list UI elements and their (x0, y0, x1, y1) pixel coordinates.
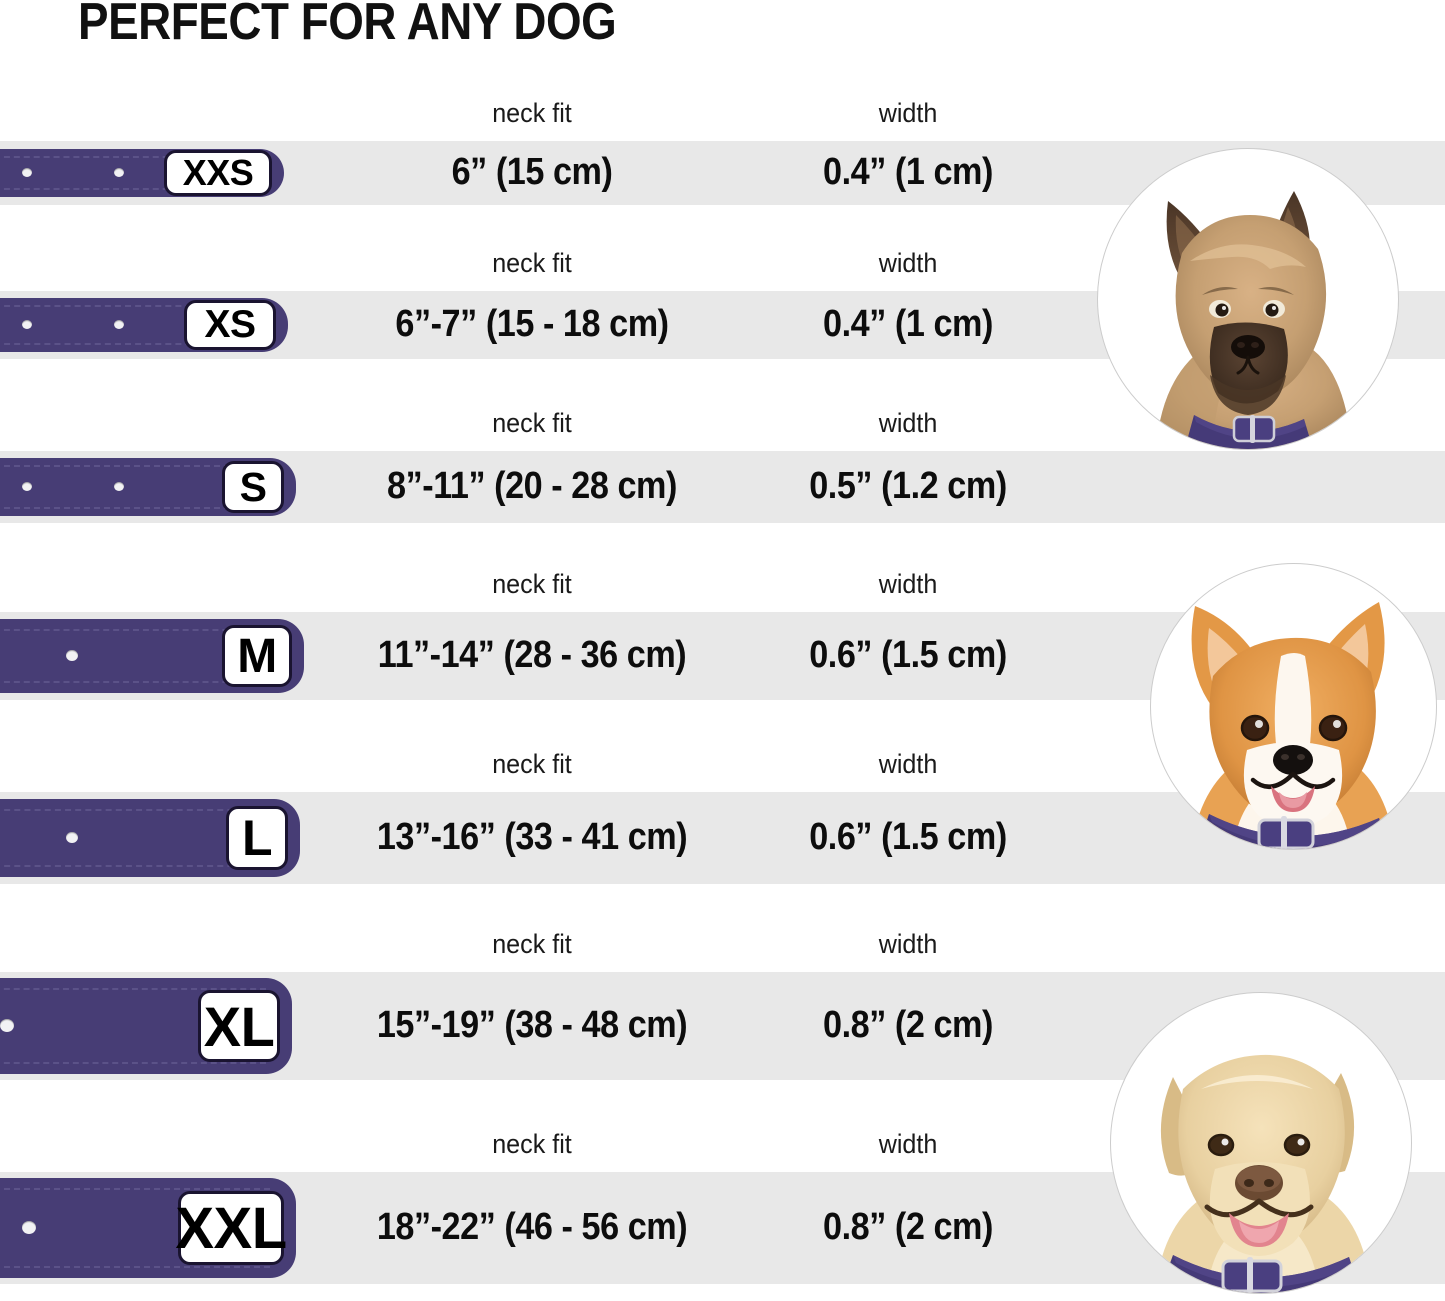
width-value: 0.4” (1 cm) (823, 151, 993, 193)
neck-fit-value: 18”-22” (46 - 56 cm) (376, 1206, 688, 1248)
neck-fit-column-header: neck fit (492, 248, 572, 278)
size-badge-xs: XS (184, 300, 276, 350)
width-value: 0.8” (2 cm) (823, 1206, 993, 1248)
dog-photo-cairn-terrier (1097, 148, 1399, 450)
collar-eyelet-hole (114, 482, 124, 491)
collar-eyelet-hole (114, 168, 124, 177)
size-badge-xl: XL (198, 990, 280, 1062)
width-column-header: width (878, 929, 938, 959)
neck-fit-value: 11”-14” (28 - 36 cm) (377, 634, 687, 676)
neck-fit-column-header: neck fit (492, 1129, 572, 1159)
width-column-header: width (878, 1129, 938, 1159)
collar-eyelet-hole (22, 168, 32, 177)
width-value: 0.8” (2 cm) (823, 1004, 993, 1046)
size-badge-m: M (222, 625, 292, 687)
neck-fit-column-header: neck fit (492, 749, 572, 779)
width-column-header: width (878, 408, 938, 438)
dog-photo-labrador (1110, 992, 1412, 1294)
page-title: PERFECT FOR ANY DOG (78, 0, 617, 51)
neck-fit-value: 6” (15 cm) (451, 151, 613, 193)
width-value: 0.5” (1.2 cm) (809, 465, 1007, 507)
width-value: 0.4” (1 cm) (823, 303, 993, 345)
width-value: 0.6” (1.5 cm) (809, 634, 1007, 676)
neck-fit-value: 8”-11” (20 - 28 cm) (387, 465, 677, 507)
neck-fit-value: 15”-19” (38 - 48 cm) (376, 1004, 688, 1046)
size-badge-xxl: XXL (175, 1191, 287, 1265)
collar-eyelet-hole (0, 1019, 14, 1032)
neck-fit-column-header: neck fit (492, 929, 572, 959)
neck-fit-column-header: neck fit (492, 569, 572, 599)
neck-fit-column-header: neck fit (492, 408, 572, 438)
neck-fit-value: 6”-7” (15 - 18 cm) (395, 303, 669, 345)
size-badge-xxs: XXS (164, 150, 272, 196)
collar-eyelet-hole (22, 482, 32, 491)
dog-photo-corgi (1150, 563, 1437, 850)
collar-eyelet-hole (22, 320, 32, 329)
size-badge-s: S (222, 461, 284, 513)
width-column-header: width (878, 248, 938, 278)
collar-eyelet-hole (22, 1221, 36, 1234)
collar-eyelet-hole (66, 832, 78, 843)
width-value: 0.6” (1.5 cm) (809, 816, 1007, 858)
width-column-header: width (878, 98, 938, 128)
width-column-header: width (878, 569, 938, 599)
size-badge-l: L (226, 806, 288, 870)
collar-eyelet-hole (114, 320, 124, 329)
neck-fit-value: 13”-16” (33 - 41 cm) (376, 816, 688, 858)
collar-eyelet-hole (66, 650, 78, 661)
neck-fit-column-header: neck fit (492, 98, 572, 128)
width-column-header: width (878, 749, 938, 779)
